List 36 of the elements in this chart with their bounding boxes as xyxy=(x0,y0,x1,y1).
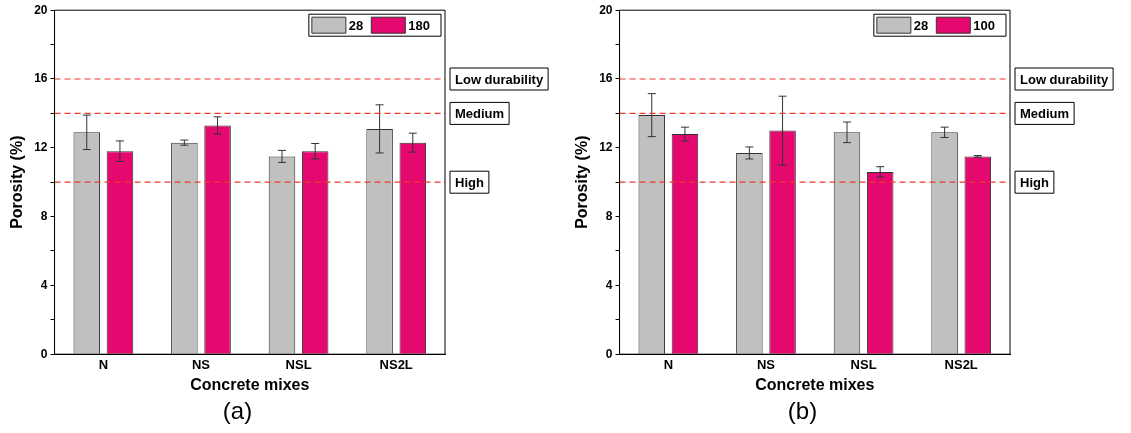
x-tick-label: N xyxy=(98,356,109,372)
x-axis-title: Concrete mixes xyxy=(190,375,310,393)
y-tick-label: 12 xyxy=(599,140,613,155)
x-tick-label: NSL xyxy=(850,356,877,372)
x-tick-label: NS2L xyxy=(944,356,978,372)
ref-line-label: High xyxy=(1020,174,1049,190)
x-tick-label: N xyxy=(663,356,674,372)
y-tick-label: 0 xyxy=(40,346,48,361)
x-tick-label: NS xyxy=(756,356,776,372)
x-tick-label: NS2L xyxy=(379,356,413,372)
legend-label: 28 xyxy=(913,17,929,33)
y-tick-label: 20 xyxy=(34,2,48,17)
ref-line-label: Medium xyxy=(455,105,505,121)
ref-line-label: Medium xyxy=(1020,105,1070,121)
y-tick-label: 4 xyxy=(605,277,613,292)
legend-label: 28 xyxy=(348,17,364,33)
y-tick-label: 8 xyxy=(40,208,48,223)
x-tick-label: NSL xyxy=(285,356,312,372)
y-tick-label: 8 xyxy=(605,208,613,223)
legend-label: 180 xyxy=(408,17,431,33)
x-tick-label: NS xyxy=(191,356,211,372)
x-axis-title: Concrete mixes xyxy=(755,375,875,393)
y-axis-title: Porosity (%) xyxy=(573,135,591,229)
y-axis-title: Porosity (%) xyxy=(8,135,26,229)
y-tick-label: 16 xyxy=(599,71,613,86)
ref-line-label: Low durability xyxy=(1020,71,1109,87)
y-tick-label: 0 xyxy=(605,346,613,361)
ref-line-label: High xyxy=(455,174,484,190)
y-tick-label: 4 xyxy=(40,277,48,292)
legend-label: 100 xyxy=(973,17,996,33)
y-tick-label: 12 xyxy=(34,140,48,155)
y-tick-label: 16 xyxy=(34,71,48,86)
y-tick-label: 20 xyxy=(599,2,613,17)
text: (a) xyxy=(221,397,254,425)
ref-line-label: Low durability xyxy=(455,71,544,87)
text: (b) xyxy=(786,397,819,425)
